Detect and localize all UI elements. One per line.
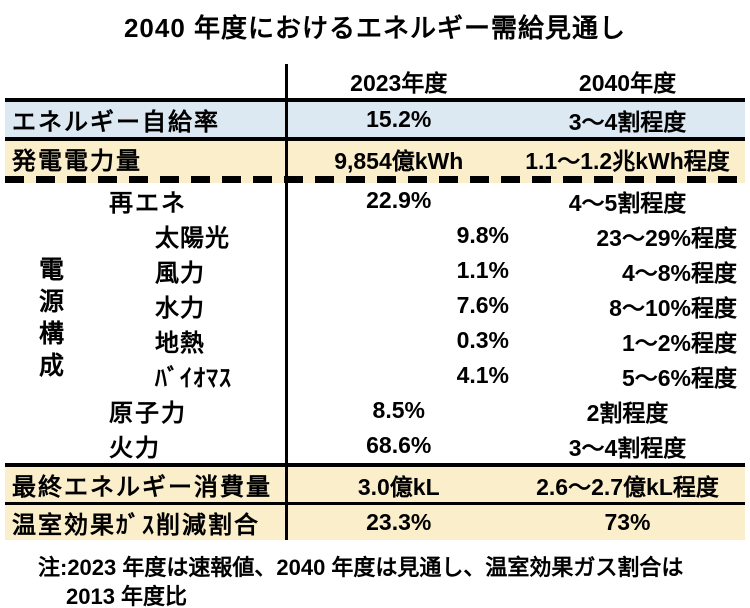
row-energy-self-sufficiency: エネルギー自給率 15.2% 3〜4割程度 <box>5 100 745 139</box>
value-2040: 1.1〜1.2兆kWh程度 <box>525 147 730 174</box>
row-ghg-reduction: 温室効果ｶﾞｽ削減割合 23.3% 73% <box>5 503 745 540</box>
value-2023: 8.5% <box>372 397 425 423</box>
value-2023: 68.6% <box>366 432 432 458</box>
row-label: ﾊﾞｲｵﾏｽ <box>93 358 288 393</box>
value-2040: 8〜10%程度 <box>609 294 737 321</box>
header-corner-cell <box>5 64 288 100</box>
row-renewables: 電源構成 再エネ 22.9% 4〜5割程度 <box>5 183 745 384</box>
row-power-generation: 発電電力量 9,854億kWh 1.1〜1.2兆kWh程度 <box>5 139 745 176</box>
value-2040: 5〜6%程度 <box>621 364 737 391</box>
value-2023: 0.3% <box>456 327 509 353</box>
row-hydro: 水力 7.6% 8〜10%程度 <box>5 288 745 323</box>
value-2040: 4〜5割程度 <box>568 189 687 216</box>
vertical-group-label: 電源構成 <box>35 256 64 384</box>
value-2023: 4.1% <box>456 362 509 388</box>
dashed-separator <box>5 176 745 183</box>
row-label: 再エネ <box>93 183 288 218</box>
row-label: 太陽光 <box>93 218 288 253</box>
row-label: 地熱 <box>93 323 288 358</box>
value-2023: 15.2% <box>366 106 432 132</box>
row-label: 温室効果ｶﾞｽ削減割合 <box>5 503 288 540</box>
row-thermal: 火力 68.6% 3〜4割程度 <box>5 428 745 465</box>
value-2023: 9.8% <box>456 222 509 248</box>
header-row: 2023年度 2040年度 <box>5 64 745 100</box>
energy-outlook-table: 2023年度 2040年度 エネルギー自給率 15.2% 3〜4割程度 発電電力… <box>5 64 745 540</box>
row-label: 風力 <box>93 253 288 288</box>
value-2040: 4〜8%程度 <box>621 259 737 286</box>
row-label: 水力 <box>93 288 288 323</box>
value-2040: 73% <box>604 509 651 535</box>
value-2040: 3〜4割程度 <box>568 434 687 461</box>
value-2040: 2割程度 <box>586 399 669 426</box>
row-label: 火力 <box>93 428 288 465</box>
value-2040: 3〜4割程度 <box>568 108 687 135</box>
column-header-2040: 2040年度 <box>578 70 677 96</box>
value-2023: 7.6% <box>456 292 509 318</box>
notes-block: 注:2023 年度は速報値、2040 年度は見通し、温室効果ガス割合は 2013… <box>0 553 750 608</box>
value-2023: 22.9% <box>366 187 432 213</box>
row-label: エネルギー自給率 <box>5 100 288 139</box>
row-final-energy-consumption: 最終エネルギー消費量 3.0億kL 2.6〜2.7億kL程度 <box>5 465 745 504</box>
page-title: 2040 年度におけるエネルギー需給見通し <box>123 13 627 43</box>
row-geothermal: 地熱 0.3% 1〜2%程度 <box>5 323 745 358</box>
dashed-line <box>5 176 745 183</box>
power-source-composition-label: 電源構成 <box>5 183 93 465</box>
value-2023: 9,854億kWh <box>334 147 464 174</box>
column-header-2023: 2023年度 <box>350 70 448 96</box>
note-line-1: 注:2023 年度は速報値、2040 年度は見通し、温室効果ガス割合は <box>38 555 684 580</box>
row-solar: 太陽光 9.8% 23〜29%程度 <box>5 218 745 253</box>
row-wind: 風力 1.1% 4〜8%程度 <box>5 253 745 288</box>
value-2040: 2.6〜2.7億kL程度 <box>536 473 719 500</box>
row-label: 最終エネルギー消費量 <box>5 465 288 504</box>
value-2023: 1.1% <box>456 257 509 283</box>
note-line-2: 2013 年度比 <box>66 584 188 608</box>
row-label: 原子力 <box>93 393 288 428</box>
row-label: 発電電力量 <box>5 139 288 176</box>
row-biomass: ﾊﾞｲｵﾏｽ 4.1% 5〜6%程度 <box>5 358 745 393</box>
value-2023: 3.0億kL <box>357 473 440 500</box>
value-2040: 23〜29%程度 <box>596 224 737 251</box>
value-2040: 1〜2%程度 <box>621 329 737 356</box>
value-2023: 23.3% <box>366 509 432 535</box>
row-nuclear: 原子力 8.5% 2割程度 <box>5 393 745 428</box>
